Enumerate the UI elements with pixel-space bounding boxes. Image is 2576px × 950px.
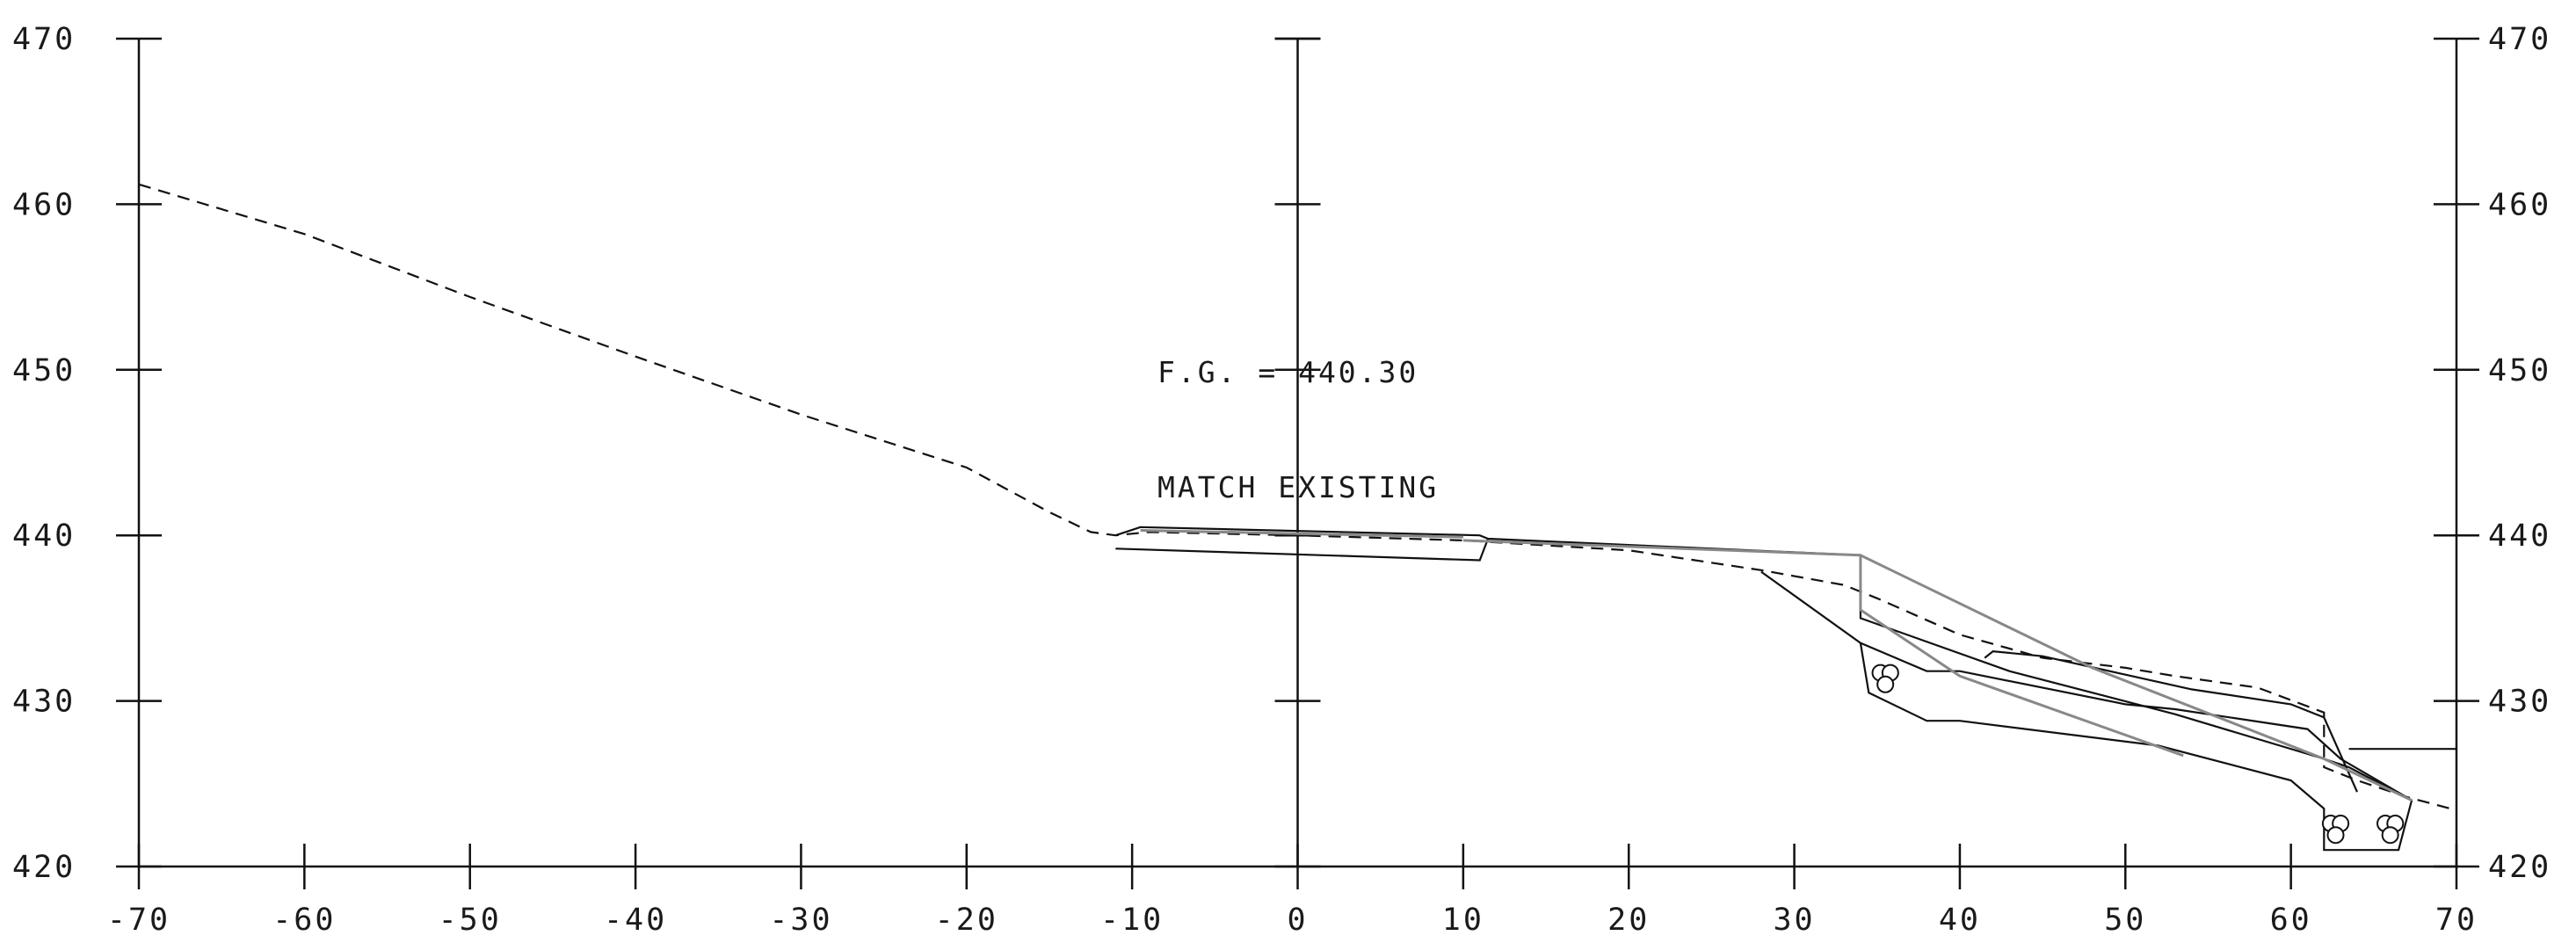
profile-lines-group	[138, 183, 2457, 852]
design-profile-line	[1984, 649, 2359, 793]
y-tick-label-right: 450	[2488, 353, 2551, 388]
x-tick-label: -60	[272, 903, 336, 938]
x-tick-label: 50	[2104, 903, 2146, 938]
pipe-circle	[1876, 675, 1895, 693]
y-tick-label-right: 440	[2488, 519, 2551, 554]
y-tick-label-left: 440	[12, 519, 76, 554]
x-tick-label: -20	[935, 903, 998, 938]
y-tick-label-right: 420	[2488, 850, 2551, 885]
y-tick-label-right: 470	[2488, 22, 2551, 57]
gray-profile-line	[1140, 529, 1463, 539]
pipes-group	[1871, 664, 2405, 845]
x-tick-label: 20	[1607, 903, 1650, 938]
y-tick-label-right: 460	[2488, 187, 2551, 222]
design-profile-line	[1859, 642, 2413, 852]
y-tick-label-left: 460	[12, 187, 76, 222]
pipe-circle	[2381, 826, 2399, 845]
x-tick-label: -10	[1100, 903, 1164, 938]
design-profile-line	[1115, 538, 1490, 562]
x-tick-label: 10	[1442, 903, 1484, 938]
y-tick-label-right: 430	[2488, 685, 2551, 720]
x-tick-label: -30	[769, 903, 832, 938]
pipe-circle	[2326, 826, 2345, 845]
x-tick-label: -50	[439, 903, 502, 938]
x-tick-label: 0	[1287, 903, 1308, 938]
design-profile-line	[1760, 570, 2413, 801]
design-profile-line	[1114, 526, 2413, 801]
y-tick-label-left: 450	[12, 353, 76, 388]
y-tick-label-left: 420	[12, 850, 76, 885]
y-tick-label-left: 470	[12, 22, 76, 57]
gray-profile-line	[1462, 539, 1861, 557]
gray-profile-line	[1859, 555, 2184, 758]
match-existing-annotation: MATCH EXISTING	[1157, 470, 1439, 504]
x-tick-label: -40	[604, 903, 667, 938]
finished-grade-annotation: F.G. = 440.30	[1157, 355, 1419, 389]
existing-ground-line	[138, 183, 2457, 811]
axes-group	[116, 37, 2479, 889]
x-tick-label: 30	[1773, 903, 1815, 938]
x-tick-label: 40	[1939, 903, 1981, 938]
gray-profile-line	[1860, 554, 2413, 801]
y-tick-label-left: 430	[12, 685, 76, 720]
x-tick-label: 60	[2270, 903, 2312, 938]
x-tick-label: -70	[107, 903, 171, 938]
x-tick-label: 70	[2435, 903, 2478, 938]
tick-labels-group: 420 420 430 430 440 440 450 450 460 460 470 470 -70 -…	[12, 22, 2551, 938]
